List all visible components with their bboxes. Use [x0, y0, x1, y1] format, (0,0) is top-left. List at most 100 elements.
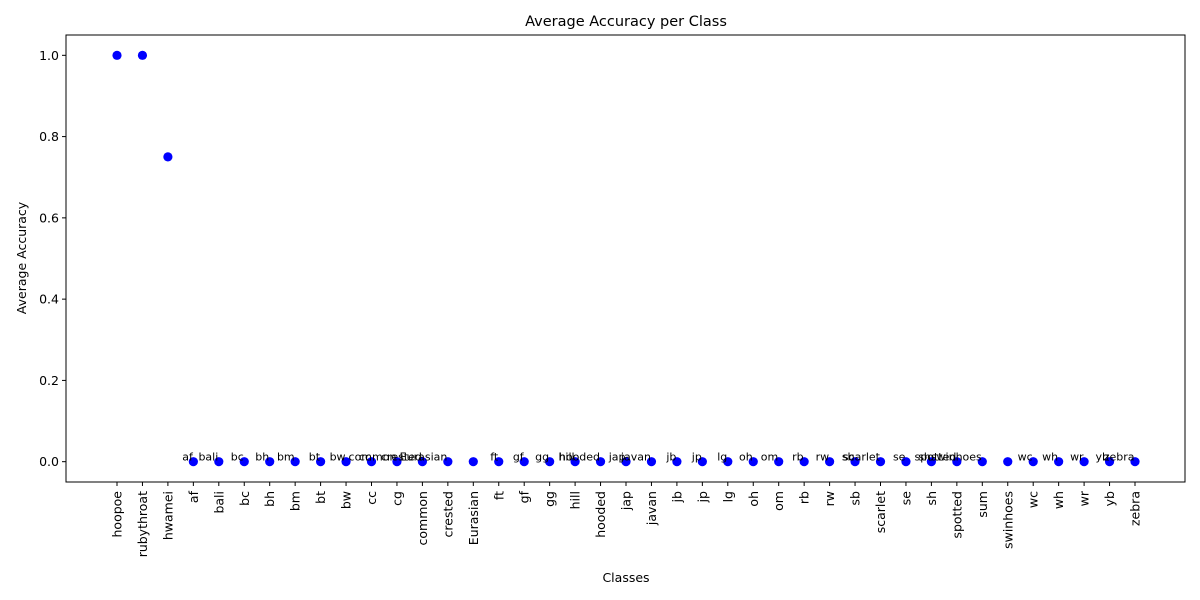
- point-annotation: Eurasian: [400, 451, 448, 464]
- point-annotation: cc: [359, 451, 371, 464]
- data-point: [952, 457, 962, 467]
- y-axis-label: Average Accuracy: [14, 201, 29, 314]
- data-point: [137, 50, 148, 60]
- data-point: [366, 457, 377, 467]
- x-tick-label: bm: [288, 491, 303, 511]
- data-point: [1130, 457, 1140, 467]
- x-tick-label: af: [186, 490, 201, 503]
- point-annotation: swinhoes: [931, 451, 982, 464]
- point-annotation: hooded: [559, 451, 600, 464]
- point-annotation: gf: [513, 451, 525, 464]
- x-tick-label: wr: [1077, 490, 1092, 506]
- y-tick-label: 0.8: [39, 129, 59, 144]
- point-annotation: bali: [198, 451, 218, 464]
- data-point: [214, 457, 224, 467]
- x-tick-label: wc: [1026, 491, 1041, 508]
- data-point: [621, 457, 631, 467]
- point-annotation: hill: [558, 451, 574, 464]
- x-tick-label: crested: [440, 491, 455, 537]
- data-point: [1028, 457, 1038, 467]
- x-tick-label: oh: [746, 491, 761, 507]
- data-point: [265, 457, 275, 467]
- data-point: [1003, 457, 1013, 467]
- y-tick-label: 0.4: [39, 292, 59, 307]
- point-annotation: oh: [739, 451, 753, 464]
- point-annotation: bh: [255, 451, 269, 464]
- x-tick-label: javan: [644, 491, 659, 526]
- data-point: [392, 457, 402, 467]
- data-point: [341, 457, 351, 467]
- x-tick-label: wh: [1051, 491, 1066, 509]
- data-point: [723, 457, 733, 467]
- data-point: [748, 457, 758, 467]
- data-point: [1079, 457, 1089, 467]
- x-tick-label: jap: [619, 491, 634, 511]
- x-tick-label: Eurasian: [466, 491, 481, 545]
- data-point: [1104, 457, 1115, 467]
- data-point: [239, 457, 249, 467]
- data-point: [316, 457, 326, 467]
- point-annotation: jp: [691, 451, 702, 464]
- x-tick-label: jp: [695, 491, 710, 503]
- data-point: [875, 457, 886, 467]
- x-axis-label: Classes: [602, 570, 649, 585]
- data-point: [188, 457, 198, 467]
- data-point: [799, 457, 809, 467]
- x-tick-label: bt: [313, 491, 328, 504]
- data-point: [595, 457, 606, 467]
- x-tick-label: sh: [924, 491, 939, 505]
- data-point: [850, 457, 860, 467]
- data-point: [417, 457, 427, 467]
- data-point: [697, 457, 707, 467]
- point-annotation: lg: [717, 451, 727, 464]
- point-annotation: yb: [1096, 451, 1110, 464]
- x-tick-label: gg: [542, 491, 557, 507]
- point-annotation: wh: [1042, 451, 1058, 464]
- point-annotation: wr: [1070, 451, 1084, 464]
- data-point: [926, 457, 937, 467]
- x-tick-label: hwamei: [160, 491, 175, 540]
- data-point: [825, 457, 835, 467]
- data-point: [901, 457, 911, 467]
- point-annotation: se: [893, 451, 906, 464]
- point-annotation: sb: [842, 451, 855, 464]
- data-point: [163, 152, 173, 162]
- x-tick-label: cc: [364, 491, 379, 505]
- data-point: [112, 50, 122, 60]
- point-annotation: spotted: [915, 451, 957, 464]
- x-tick-label: hill: [568, 491, 583, 509]
- x-tick-label: gf: [517, 490, 532, 503]
- data-point: [290, 457, 300, 467]
- point-annotation: rw: [816, 451, 830, 464]
- x-tick-label: sum: [975, 491, 990, 518]
- point-annotation: bc: [231, 451, 244, 464]
- data-point: [774, 457, 784, 467]
- point-annotation: rb: [792, 451, 804, 464]
- x-tick-label: rubythroat: [135, 491, 150, 557]
- x-tick-label: bh: [262, 491, 277, 507]
- point-annotation: scarlet: [843, 451, 881, 464]
- point-annotation: jap: [608, 451, 626, 464]
- x-tick-label: scarlet: [873, 491, 888, 533]
- y-tick-label: 0.0: [39, 454, 59, 469]
- data-points: [112, 50, 1140, 467]
- chart-title: Average Accuracy per Class: [525, 14, 727, 30]
- data-point: [646, 457, 657, 467]
- x-tick-label: bw: [339, 491, 354, 509]
- x-tick-label: hoopoe: [110, 491, 125, 538]
- x-tick-label: bc: [237, 491, 252, 506]
- x-tick-label: lg: [720, 491, 735, 502]
- data-point: [494, 457, 504, 467]
- data-point: [672, 457, 682, 467]
- y-tick-label: 1.0: [39, 48, 59, 63]
- x-axis: hoopoe rubythroat hwamei af bali bc bh bm bt bw cc…: [110, 482, 1143, 557]
- y-tick-label: 0.6: [39, 210, 59, 225]
- x-tick-label: jb: [669, 491, 684, 503]
- x-tick-label: om: [771, 491, 786, 511]
- point-annotation: af: [182, 451, 194, 464]
- x-tick-label: sb: [848, 491, 863, 506]
- point-annotation: zebra: [1104, 451, 1135, 464]
